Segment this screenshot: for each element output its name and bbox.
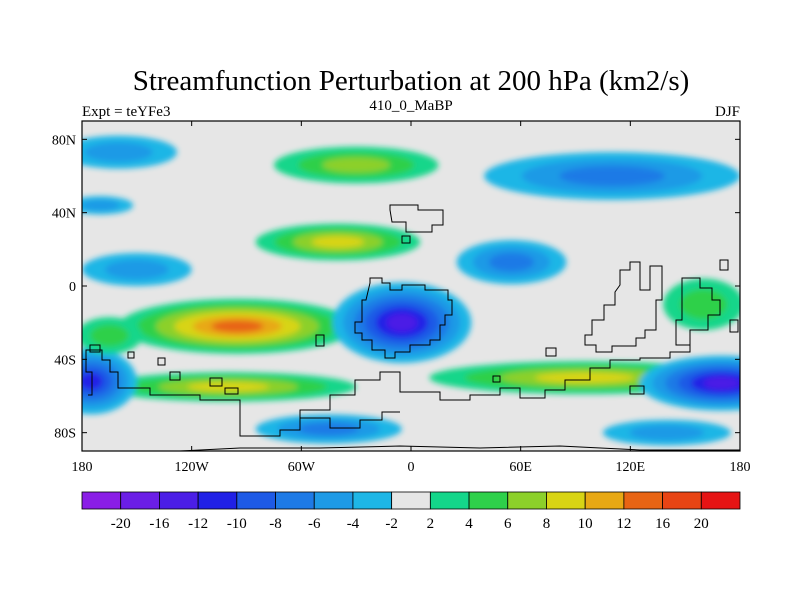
x-tick-label: 120E: [616, 460, 646, 475]
map-panel: [45, 121, 800, 452]
colorbar-swatch: [624, 492, 663, 509]
colorbar-label: 20: [694, 516, 709, 532]
x-tick-label: 0: [408, 460, 415, 475]
streamfunction-figure: Streamfunction Perturbation at 200 hPa (…: [0, 0, 800, 600]
anomaly-arctic-positive: [274, 147, 439, 184]
colorbar: -20 -16 -12 -10 -8 -6 -4 -2 2 4 6 8 10 12 16 20: [82, 492, 740, 532]
anomaly-south-pacific-west-positive: [77, 317, 143, 354]
colorbar-label: 8: [543, 516, 551, 532]
anomaly-contour: [188, 382, 269, 391]
colorbar-label: -16: [149, 516, 169, 532]
x-tick-label: 60E: [509, 460, 532, 475]
colorbar-label: -2: [385, 516, 398, 532]
anomaly-contour: [630, 425, 705, 440]
colorbar-label: -10: [227, 516, 247, 532]
anomaly-contour: [211, 320, 263, 332]
x-tick-label: 60W: [288, 460, 316, 475]
season-label: DJF: [715, 104, 740, 120]
anomaly-contour: [704, 377, 740, 389]
colorbar-label: 12: [616, 516, 631, 532]
colorbar-swatch: [430, 492, 469, 509]
colorbar-label: -6: [308, 516, 321, 532]
experiment-label: Expt = teYFe3: [82, 104, 170, 120]
colorbar-swatch: [198, 492, 237, 509]
run-label: 410_0_MaBP: [369, 98, 452, 114]
colorbar-swatch: [276, 492, 315, 509]
x-tick-label: 120W: [175, 460, 210, 475]
anomaly-antarctic-negative: [256, 414, 402, 443]
colorbar-label: -20: [111, 516, 131, 532]
anomaly-contour: [322, 157, 390, 172]
colorbar-swatch: [392, 492, 431, 509]
anomaly-mid-latitude-positive: [256, 224, 421, 261]
anomaly-contour: [79, 373, 103, 390]
colorbar-label: 10: [578, 516, 593, 532]
colorbar-label: 16: [655, 516, 671, 532]
colorbar-swatch: [469, 492, 508, 509]
x-tick-label: 180: [72, 460, 93, 475]
colorbar-swatch: [546, 492, 585, 509]
colorbar-swatch: [663, 492, 702, 509]
colorbar-label: 4: [465, 516, 473, 532]
y-tick-label: 80S: [54, 427, 76, 442]
y-tick-label: 40S: [54, 353, 76, 368]
anomaly-contour: [559, 166, 664, 186]
anomaly-tropical-atlantic-negative: [332, 282, 471, 363]
anomaly-dateline-south-negative: [639, 356, 800, 411]
anomaly-contour: [535, 372, 634, 383]
colorbar-swatch: [121, 492, 160, 509]
colorbar-swatch: [159, 492, 198, 509]
anomaly-contour: [312, 236, 364, 248]
y-tick-label: 40N: [52, 207, 76, 222]
colorbar-swatch: [314, 492, 353, 509]
colorbar-label: -12: [188, 516, 208, 532]
anomaly-indian-ocean-negative: [457, 240, 567, 284]
anomaly-contour: [81, 200, 119, 211]
colorbar-swatch: [701, 492, 740, 509]
anomaly-asian-jet-negative: [484, 152, 740, 200]
anomaly-subtropical-pacific-negative: [82, 253, 192, 286]
anomaly-south-atlantic-positive: [100, 372, 356, 401]
colorbar-swatch: [353, 492, 392, 509]
anomaly-south-indian-negative: [603, 420, 731, 446]
anomaly-north-pacific-band-negative: [67, 196, 133, 214]
colorbar-label: 6: [504, 516, 512, 532]
chart-title: Streamfunction Perturbation at 200 hPa (…: [133, 65, 690, 97]
anomaly-contour: [387, 314, 417, 332]
anomaly-north-pacific-negative: [60, 136, 177, 169]
colorbar-label: -4: [347, 516, 360, 532]
anomaly-contour: [489, 253, 534, 271]
anomaly-western-pacific-positive: [663, 279, 743, 330]
colorbar-swatch: [585, 492, 624, 509]
y-tick-label: 80N: [52, 133, 76, 148]
colorbar-swatch: [82, 492, 121, 509]
anomaly-contour: [84, 143, 152, 162]
colorbar-swatch: [508, 492, 547, 509]
y-tick-label: 0: [69, 280, 76, 295]
anomaly-contour: [299, 423, 359, 435]
x-tick-label: 180: [730, 460, 751, 475]
colorbar-swatch: [237, 492, 276, 509]
anomaly-contour: [90, 325, 128, 346]
anomaly-contour: [105, 260, 169, 279]
colorbar-label: 2: [427, 516, 435, 532]
colorbar-label: -8: [269, 516, 282, 532]
